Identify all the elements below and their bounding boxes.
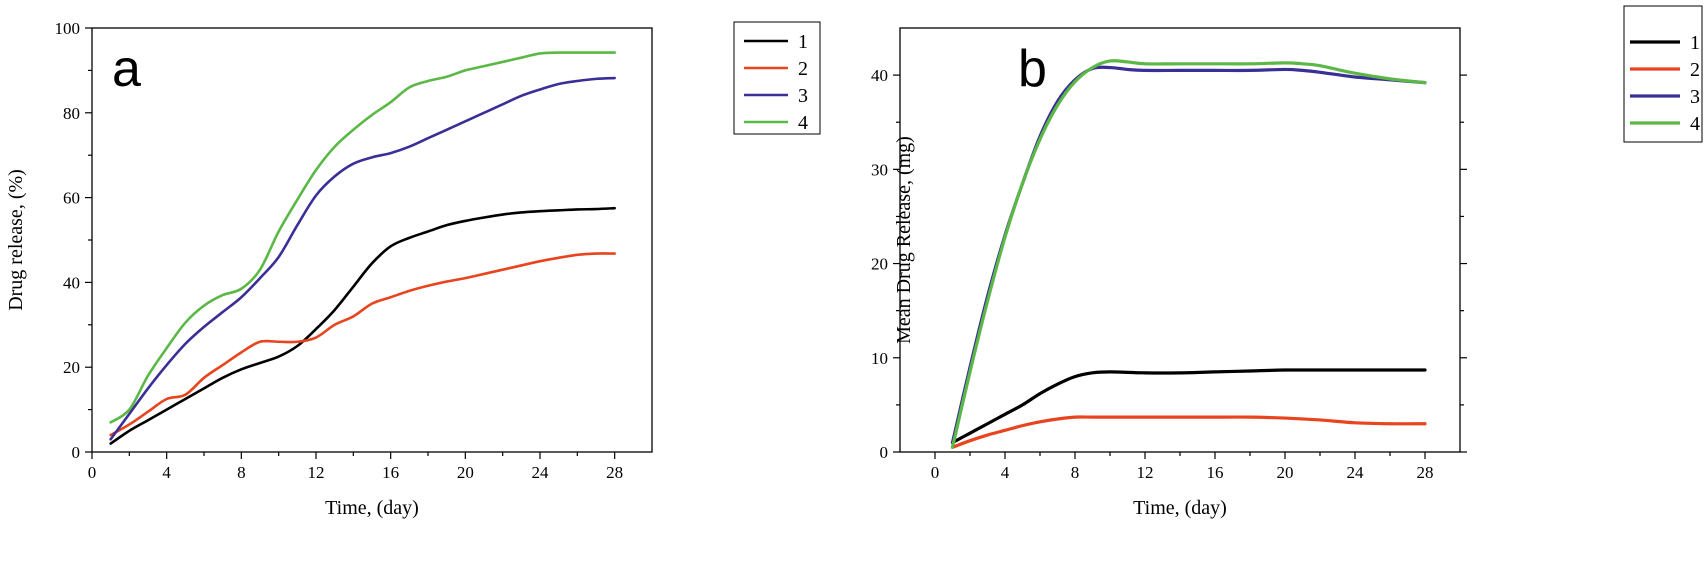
- a-x-tick-label-7: 28: [606, 463, 623, 482]
- b-x-tick-label-1: 4: [1001, 463, 1010, 482]
- plot-frame-a: [91, 27, 653, 453]
- a-series-line-3: [109, 76, 616, 441]
- legend-b: 1 2 3 4: [1623, 5, 1703, 143]
- y-axis-title-b: Mean Drug Release, (mg): [893, 136, 915, 344]
- axis-ticks-a: 0 4 8 12 16 20 24 28 0 20 40 60 80 100: [55, 19, 624, 482]
- b-legend-label-4: 4: [1690, 113, 1700, 135]
- a-series-line-1: [109, 206, 616, 445]
- a-x-tick-label-5: 20: [457, 463, 474, 482]
- a-series-line-4: [109, 51, 616, 424]
- a-legend-label-1: 1: [798, 31, 808, 53]
- legend-frame-b: [1623, 5, 1703, 143]
- a-y-tick-label-5: 100: [55, 19, 81, 38]
- b-y-tick-label-1: 10: [871, 349, 888, 368]
- a-y-tick-label-2: 40: [63, 273, 80, 292]
- a-legend-label-4: 4: [798, 112, 808, 134]
- a-y-tick-label-4: 80: [63, 104, 80, 123]
- b-x-tick-label-0: 0: [931, 463, 940, 482]
- a-series-line-2: [109, 252, 616, 437]
- x-axis-title-a: Time, (day): [325, 497, 419, 519]
- panel-label-b: b: [1018, 40, 1047, 98]
- series-group-b: [950, 59, 1427, 449]
- plot-frame-b: [899, 27, 1461, 453]
- b-y-tick-label-2: 20: [871, 255, 888, 274]
- b-series-line-4: [950, 59, 1427, 449]
- y-axis-title-a: Drug release, (%): [5, 169, 27, 311]
- legend-a: 1 2 3 4: [733, 21, 821, 135]
- a-legend-label-2: 2: [798, 58, 808, 80]
- a-x-tick-label-2: 8: [237, 463, 246, 482]
- b-x-tick-label-6: 24: [1347, 463, 1365, 482]
- a-y-tick-label-1: 20: [63, 358, 80, 377]
- a-x-tick-label-3: 12: [308, 463, 325, 482]
- b-y-tick-label-0: 0: [880, 443, 889, 462]
- a-legend-label-3: 3: [798, 85, 808, 107]
- b-legend-label-2: 2: [1690, 59, 1700, 81]
- a-x-tick-label-6: 24: [532, 463, 550, 482]
- b-series-line-3: [950, 65, 1427, 445]
- b-y-tick-label-4: 40: [871, 66, 888, 85]
- b-series-line-2: [950, 415, 1427, 449]
- b-x-tick-label-7: 28: [1417, 463, 1434, 482]
- b-x-tick-label-5: 20: [1277, 463, 1294, 482]
- b-legend-label-3: 3: [1690, 86, 1700, 108]
- a-x-tick-label-1: 4: [162, 463, 171, 482]
- b-x-tick-label-3: 12: [1137, 463, 1154, 482]
- b-legend-label-1: 1: [1690, 32, 1700, 54]
- x-axis-title-b: Time, (day): [1133, 497, 1227, 519]
- b-x-tick-label-4: 16: [1207, 463, 1224, 482]
- axis-ticks-b: 0 4 8 12 16 20 24 28 0 10 20 30 40: [871, 66, 1467, 482]
- a-y-tick-label-0: 0: [72, 443, 81, 462]
- series-group-a: [109, 51, 616, 445]
- b-y-tick-label-3: 30: [871, 160, 888, 179]
- a-x-tick-label-4: 16: [382, 463, 399, 482]
- b-series-line-1: [950, 368, 1427, 445]
- panel-label-a: a: [112, 40, 141, 98]
- a-y-tick-label-3: 60: [63, 189, 80, 208]
- b-x-tick-label-2: 8: [1071, 463, 1080, 482]
- a-x-tick-label-0: 0: [88, 463, 97, 482]
